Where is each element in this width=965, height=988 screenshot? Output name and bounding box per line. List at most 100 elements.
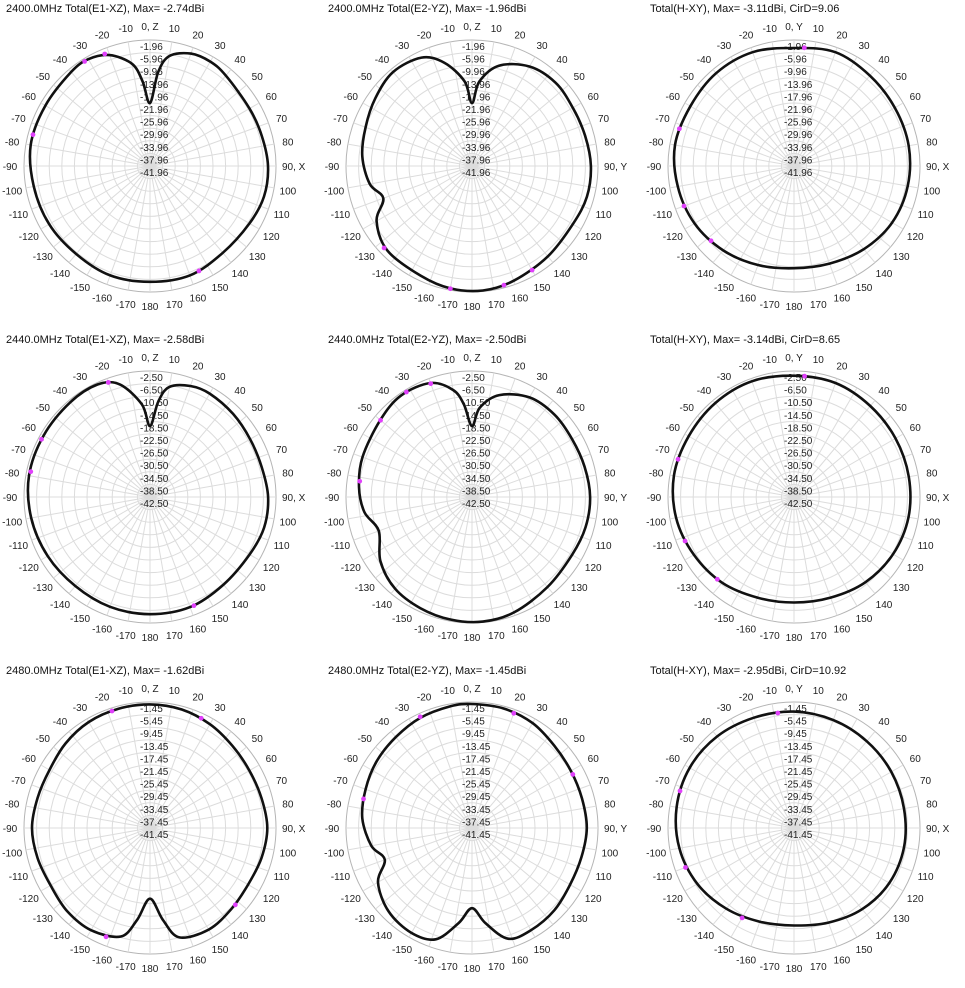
grid-spoke: [149, 496, 275, 520]
angle-tick-label: 140: [876, 931, 893, 942]
angle-tick-label: 150: [212, 945, 229, 956]
grid-spoke: [149, 496, 232, 594]
grid-spoke: [149, 827, 214, 938]
grid-spoke: [793, 165, 919, 189]
angle-tick-label: 180: [464, 302, 481, 313]
grid-spoke: [375, 746, 473, 829]
angle-tick-label: -140: [694, 269, 714, 280]
grid-spoke: [684, 496, 795, 561]
angle-tick-label: 70: [920, 445, 932, 456]
angle-tick-label: -80: [649, 800, 664, 811]
grid-spoke: [471, 746, 569, 829]
grid-spoke: [793, 122, 913, 167]
angle-tick-label: -30: [73, 703, 88, 714]
angle-tick-label: -20: [739, 361, 754, 372]
angle-tick-label: -70: [11, 776, 26, 787]
angle-tick-label: 50: [896, 403, 908, 414]
grid-spoke: [730, 56, 795, 167]
grid-spoke: [684, 764, 795, 829]
angle-tick-label: -110: [331, 872, 351, 883]
grid-spoke: [53, 165, 151, 248]
grid-spoke: [149, 703, 173, 829]
angle-tick-label: -30: [73, 372, 88, 383]
grid-spoke: [793, 56, 858, 167]
ring-value-label: -37.96: [784, 155, 813, 166]
grid-spoke: [53, 746, 151, 829]
angle-tick-label: 0, Z: [141, 353, 158, 364]
grid-spoke: [471, 703, 495, 829]
ring-value-label: -21.96: [462, 105, 491, 116]
pattern-marker: [417, 714, 423, 720]
grid-spoke: [449, 372, 473, 498]
angle-tick-label: -140: [372, 269, 392, 280]
angle-tick-label: -110: [9, 210, 29, 221]
angle-tick-label: -40: [53, 386, 68, 397]
grid-spoke: [375, 415, 473, 498]
ring-value-label: -5.45: [462, 717, 485, 728]
grid-spoke: [428, 378, 473, 498]
angle-tick-label: 70: [276, 445, 288, 456]
grid-spoke: [86, 165, 151, 276]
angle-tick-label: 40: [234, 55, 246, 66]
grid-spoke: [375, 84, 473, 167]
angle-tick-label: -20: [739, 30, 754, 41]
grid-spoke: [86, 827, 151, 938]
grid-spoke: [697, 746, 795, 829]
grid-spoke: [730, 496, 795, 607]
ring-value-label: -41.96: [140, 168, 169, 179]
angle-tick-label: -90: [325, 824, 340, 835]
angle-tick-label: 0, Z: [463, 22, 480, 33]
angle-tick-label: 150: [534, 283, 551, 294]
grid-spoke: [730, 718, 795, 829]
grid-spoke: [149, 709, 194, 829]
angle-tick-label: 50: [252, 403, 264, 414]
grid-spoke: [712, 69, 795, 167]
grid-spoke: [86, 56, 151, 167]
angle-tick-label: 60: [266, 92, 278, 103]
pattern-curve: [30, 703, 269, 940]
ring-value-label: -25.45: [462, 780, 491, 791]
pattern-marker: [529, 267, 535, 273]
angle-tick-label: 150: [534, 614, 551, 625]
angle-tick-label: 150: [856, 283, 873, 294]
angle-tick-label: -100: [324, 517, 344, 528]
grid-spoke: [149, 496, 247, 579]
ring-value-label: -17.45: [140, 754, 169, 765]
grid-spoke: [149, 746, 247, 829]
grid-spoke: [362, 433, 473, 498]
grid-spoke: [793, 827, 858, 938]
ring-value-label: -5.45: [140, 717, 163, 728]
grid-spoke: [471, 165, 582, 230]
grid-spoke: [390, 69, 473, 167]
angle-tick-label: 100: [602, 186, 619, 197]
grid-spoke: [471, 165, 591, 210]
grid-spoke: [106, 496, 151, 616]
grid-spoke: [669, 474, 795, 498]
grid-spoke: [684, 433, 795, 498]
grid-spoke: [353, 827, 473, 872]
pattern-marker: [105, 380, 111, 385]
angle-tick-label: 20: [514, 692, 526, 703]
grid-spoke: [471, 827, 516, 947]
grid-spoke: [149, 827, 247, 910]
ring-value-label: -41.45: [140, 830, 169, 841]
grid-spoke: [149, 84, 247, 167]
angle-tick-label: 120: [585, 894, 602, 905]
grid-spoke: [149, 165, 194, 285]
polar-plot-2: 2400.0MHz Total(E2-YZ), Max= -1.96dBi -17…: [322, 0, 642, 326]
angle-tick-label: -100: [646, 186, 666, 197]
grid-spoke: [449, 703, 473, 829]
grid-spoke: [408, 827, 473, 938]
grid-spoke: [449, 41, 473, 167]
polar-chart: -170 -160-150-140 -130 -120 -110 -100 -90 -80 -7…: [324, 353, 627, 644]
grid-spoke: [25, 805, 151, 829]
ring-value-label: -1.45: [784, 704, 807, 715]
grid-spoke: [127, 827, 151, 953]
grid-spoke: [53, 415, 151, 498]
grid-spoke: [149, 165, 247, 248]
grid-spoke: [471, 496, 569, 579]
grid-spoke: [793, 784, 913, 829]
grid-spoke: [353, 784, 473, 829]
pattern-marker: [381, 245, 387, 251]
grid-spoke: [40, 764, 151, 829]
